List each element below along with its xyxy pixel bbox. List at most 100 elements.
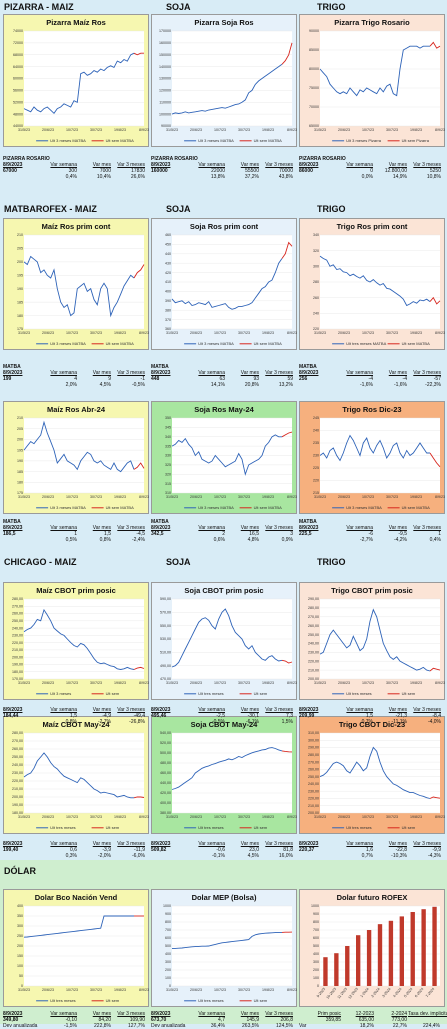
legend-label-main: Ult 3 meses MATBA [50, 138, 86, 143]
y-tick-label: 570,00 [160, 611, 171, 615]
legend-label-last: Ult sem MATBA [402, 341, 430, 346]
x-tick-label: 30/7/23 [386, 815, 398, 819]
x-tick-label: 19/8/23 [410, 495, 422, 499]
stats-pct: 4,5% [79, 382, 111, 388]
y-tick-label: 260 [313, 296, 319, 300]
legend-label-main: Ult tres meses MATBA [346, 341, 386, 346]
y-tick-label: 220 [313, 479, 319, 483]
x-tick-label: 19/8/23 [114, 988, 126, 992]
x-tick-label: 19/8/23 [262, 815, 274, 819]
stats-pct: -4,2% [375, 537, 407, 543]
y-tick-label: 220,00 [12, 641, 23, 645]
x-tick-label: 19/8/23 [262, 495, 274, 499]
x-tick-label: 30/7/23 [238, 495, 250, 499]
stats-header: Tasa dev. implicita [408, 1011, 440, 1017]
y-tick-label: 700 [313, 928, 319, 932]
y-tick-label: 200 [313, 968, 319, 972]
section-title: TRIGO [317, 2, 346, 12]
legend-label-last: Ult sem MATBA [106, 138, 134, 143]
y-tick-label: 800 [313, 920, 319, 924]
x-tick-label: 1-2024 [360, 987, 370, 998]
x-tick-label: 8/9/23 [287, 128, 297, 132]
y-tick-label: 100 [165, 976, 171, 980]
bar [411, 912, 415, 986]
y-tick-label: 270,00 [308, 760, 319, 764]
legend-label-last: Ult sem MATBA [254, 138, 282, 143]
legend-label-main: Ult 3 meses MATBA [50, 341, 86, 346]
x-tick-label: 20/6/23 [338, 495, 350, 499]
y-tick-label: 60000 [13, 77, 23, 81]
y-tick-label: 1000 [163, 904, 171, 908]
y-tick-label: 200 [17, 944, 23, 948]
x-tick-label: 10/7/23 [66, 681, 78, 685]
x-tick-label: 8/9/23 [139, 495, 149, 499]
y-tick-label: 210,00 [12, 648, 23, 652]
y-tick-label: 250,00 [308, 775, 319, 779]
x-tick-label: 20/6/23 [190, 128, 202, 132]
section-title: SOJA [166, 557, 191, 567]
legend-label-main: Ult tres meses [346, 825, 372, 830]
x-tick-label: 10/7/23 [214, 128, 226, 132]
x-tick-label: 30/7/23 [238, 815, 250, 819]
x-tick-label: 10/7/23 [66, 815, 78, 819]
legend-label-main: Ult 3 meses Pizarra [346, 138, 382, 143]
y-tick-label: 340 [313, 233, 319, 237]
y-tick-label: 260,00 [308, 624, 319, 628]
stats-pct: 14,1% [193, 382, 225, 388]
y-tick-label: 300 [313, 960, 319, 964]
x-tick-label: 20/6/23 [42, 331, 54, 335]
x-tick-label: 8/9/23 [287, 681, 297, 685]
y-tick-label: 450 [165, 243, 171, 247]
y-tick-label: 440 [165, 252, 171, 256]
y-tick-label: 300 [313, 265, 319, 269]
y-tick-label: 230 [313, 454, 319, 458]
x-tick-label: 20/6/23 [190, 681, 202, 685]
stats-value: 342,5 [151, 531, 183, 537]
legend-label-last: Ult sem Pizarra [402, 138, 430, 143]
legend-label-main: Ult 3 meses MATBA [198, 341, 234, 346]
y-tick-label: 260,00 [12, 747, 23, 751]
y-tick-label: 130000 [159, 77, 171, 81]
y-tick-label: 270,00 [12, 739, 23, 743]
bar [432, 907, 436, 986]
y-tick-label: 300,00 [308, 738, 319, 742]
y-tick-label: 280,00 [308, 606, 319, 610]
y-tick-label: 400 [165, 290, 171, 294]
x-tick-label: 30/7/23 [90, 331, 102, 335]
y-tick-label: 52000 [13, 100, 23, 104]
stats-pct: -0,5% [193, 719, 225, 725]
y-tick-label: 900 [313, 912, 319, 916]
y-tick-label: 225 [313, 466, 319, 470]
stats-pct: -2,4% [113, 537, 145, 543]
y-tick-label: 190 [17, 287, 23, 291]
y-tick-label: 100000 [159, 112, 171, 116]
y-tick-label: 320 [313, 249, 319, 253]
legend-label-main: Ult 3 meses [50, 691, 71, 696]
legend-label-main: Ult 3 meses MATBA [198, 505, 234, 510]
y-tick-label: 195 [17, 448, 23, 452]
y-tick-label: 280,00 [12, 731, 23, 735]
y-tick-label: 235 [313, 441, 319, 445]
y-tick-label: 190,00 [12, 803, 23, 807]
stats-pct: 0,9% [261, 537, 293, 543]
x-tick-label: 31/5/23 [18, 331, 30, 335]
stats-pct: 10,8% [409, 174, 441, 180]
x-tick-label: 19/8/23 [114, 128, 126, 132]
x-tick-label: 10/7/23 [214, 815, 226, 819]
y-tick-label: 90000 [309, 29, 319, 33]
y-tick-label: 400 [165, 952, 171, 956]
x-tick-label: 31/5/23 [166, 331, 178, 335]
